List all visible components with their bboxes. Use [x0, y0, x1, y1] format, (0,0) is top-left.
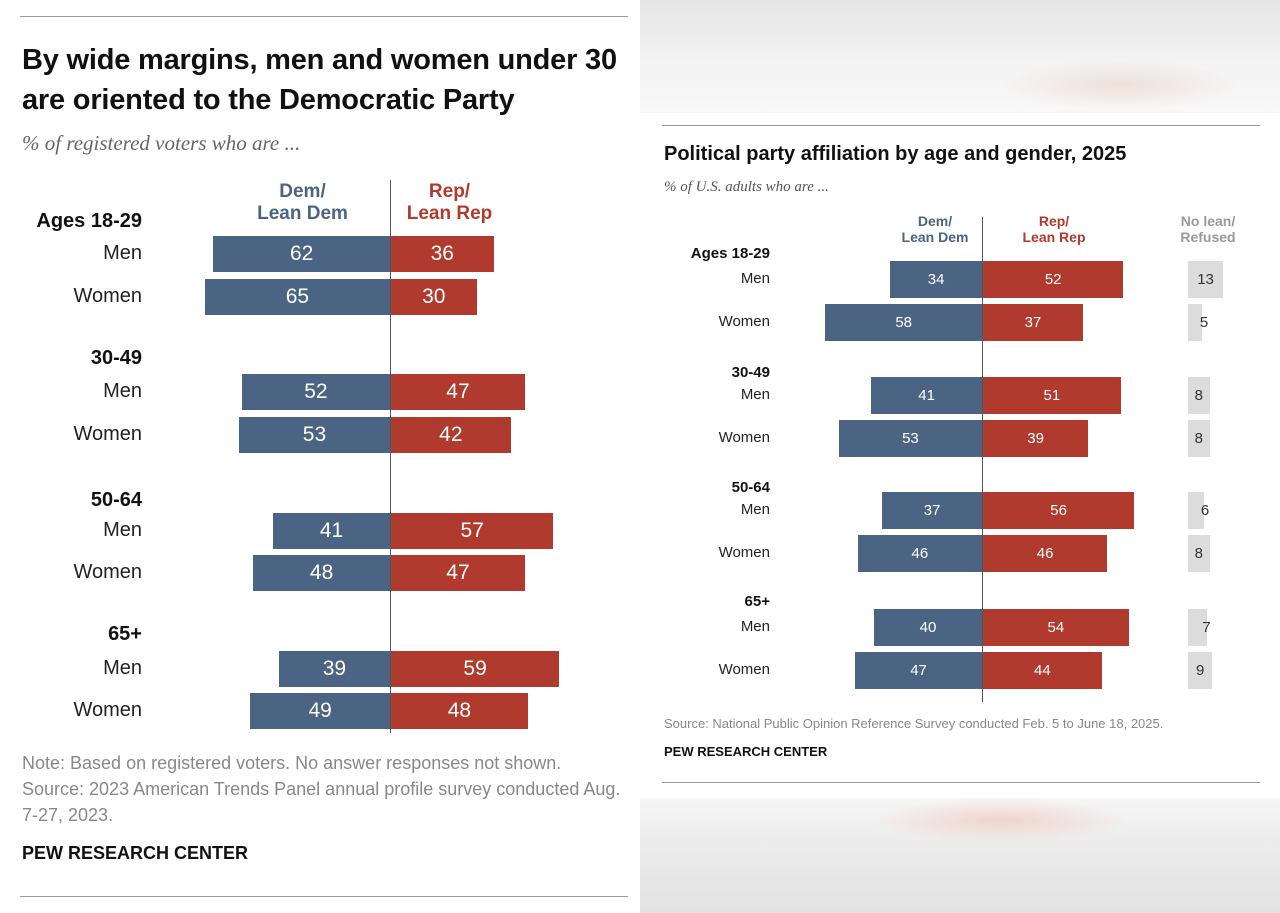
group-label: Ages 18-29 [690, 245, 770, 262]
rep-bar: 59 [391, 651, 560, 687]
nolean-value: 8 [1194, 386, 1203, 404]
zero-axis [390, 180, 391, 733]
rep-bar: 48 [391, 693, 528, 729]
legend-dem: Dem/ Lean Dem [257, 181, 348, 224]
row-label: Women [718, 429, 770, 446]
row-label: Women [73, 285, 142, 307]
nolean-bar [1188, 651, 1213, 689]
group-label: 30-49 [90, 347, 142, 369]
nolean-value: 13 [1197, 270, 1214, 288]
nolean-value: 7 [1202, 618, 1211, 636]
group-label: Ages 18-29 [36, 210, 142, 232]
legend-rep: Rep/ Lean Rep [406, 181, 493, 224]
legend-dem: Dem/ Lean Dem [901, 213, 969, 246]
chart-subtitle: % of U.S. adults who are ... [664, 179, 829, 195]
nolean-bar [1188, 491, 1205, 529]
row-label: Men [740, 270, 770, 287]
row-label: Men [740, 501, 770, 518]
source-text: Source: National Public Opinion Referenc… [664, 716, 1164, 731]
dem-bar: 34 [890, 260, 982, 298]
source-text: Source: 2023 American Trends Panel annua… [22, 779, 621, 825]
rep-bar: 47 [391, 555, 525, 591]
bottom-rule [20, 896, 628, 897]
dem-bar: 52 [241, 374, 390, 410]
top-rule [20, 16, 628, 17]
row-label: Men [740, 618, 770, 635]
rep-bar: 37 [983, 303, 1083, 341]
background-blur-top [640, 0, 1280, 113]
rep-bar: 51 [983, 376, 1121, 414]
dem-bar: 41 [273, 513, 390, 549]
zero-axis [982, 217, 983, 702]
row-label: Women [73, 561, 142, 583]
nolean-value: 5 [1199, 313, 1209, 331]
background-blur-bottom [640, 798, 1280, 913]
rep-bar: 52 [983, 260, 1124, 298]
row-label: Men [103, 657, 142, 679]
nolean-bar [1188, 260, 1224, 298]
dem-bar: 46 [857, 534, 982, 572]
rep-bar: 56 [983, 491, 1135, 529]
row-label: Women [718, 544, 770, 561]
chart-title: By wide margins, men and women under 30 … [22, 44, 617, 116]
dem-bar: 62 [213, 236, 390, 272]
nolean-value: 9 [1195, 661, 1205, 679]
row-label: Men [103, 519, 142, 541]
dem-bar: 37 [882, 491, 982, 529]
rep-bar: 42 [391, 417, 511, 453]
nolean-bar [1188, 419, 1210, 457]
nolean-bar [1188, 376, 1210, 414]
dem-bar: 40 [874, 608, 982, 646]
bottom-rule [662, 782, 1260, 783]
row-label: Men [103, 380, 142, 402]
group-label: 30-49 [731, 364, 770, 381]
rep-bar: 44 [983, 651, 1102, 689]
chart-title: Political party affiliation by age and g… [664, 143, 1127, 165]
row-label: Women [73, 699, 142, 721]
legend-nolean: No lean/ Refused [1180, 213, 1236, 246]
row-label: Men [103, 242, 142, 264]
legend-rep: Rep/ Lean Rep [1022, 213, 1086, 246]
nolean-bar [1188, 608, 1207, 646]
dem-bar: 58 [825, 303, 982, 341]
chart-subtitle: % of registered voters who are ... [22, 131, 301, 155]
rep-bar: 39 [983, 419, 1089, 457]
rep-bar: 46 [983, 534, 1108, 572]
top-rule [662, 125, 1260, 126]
brand-label: PEW RESEARCH CENTER [22, 843, 249, 863]
brand-label: PEW RESEARCH CENTER [664, 744, 828, 759]
rep-bar: 47 [391, 374, 525, 410]
rep-bar: 36 [391, 236, 494, 272]
group-label: 50-64 [90, 489, 142, 511]
dem-bar: 49 [250, 693, 390, 729]
dem-bar: 39 [278, 651, 390, 687]
nolean-value: 6 [1200, 501, 1210, 519]
row-label: Women [718, 313, 770, 330]
row-label: Men [740, 386, 770, 403]
group-label: 50-64 [731, 479, 770, 496]
nolean-bar [1188, 303, 1202, 341]
chart-left: By wide margins, men and women under 30 … [20, 16, 628, 897]
row-label: Women [718, 661, 770, 678]
dem-bar: 53 [838, 419, 982, 457]
group-label: 65+ [744, 593, 770, 610]
dem-bar: 65 [204, 279, 390, 315]
note-text: Note: Based on registered voters. No ans… [22, 753, 562, 773]
rep-bar: 57 [391, 513, 554, 549]
nolean-value: 8 [1194, 429, 1203, 447]
group-label: 65+ [108, 623, 142, 645]
dem-bar: 41 [871, 376, 982, 414]
chart-right: Political party affiliation by age and g… [640, 113, 1280, 798]
rep-bar: 54 [983, 608, 1129, 646]
nolean-value: 8 [1194, 544, 1203, 562]
chart-notes: Note: Based on registered voters. No ans… [22, 750, 622, 828]
dem-bar: 47 [855, 651, 982, 689]
dem-bar: 53 [238, 417, 390, 453]
dem-bar: 48 [253, 555, 390, 591]
nolean-bar [1188, 534, 1210, 572]
row-label: Women [73, 423, 142, 445]
rep-bar: 30 [391, 279, 477, 315]
